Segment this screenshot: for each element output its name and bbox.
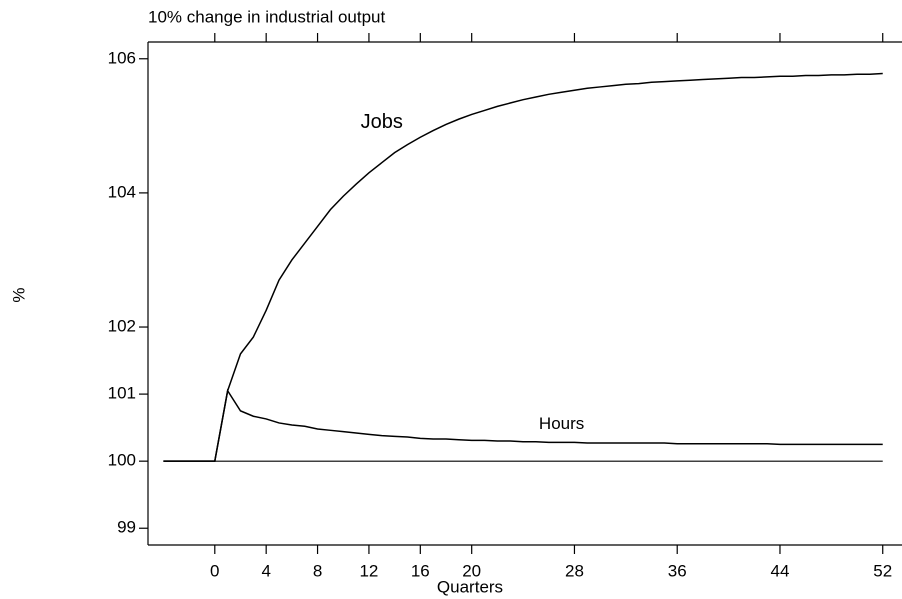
x-tick-label: 44: [771, 561, 790, 580]
series-line: [163, 72, 883, 462]
x-tick-label: 4: [261, 561, 270, 580]
x-tick-label: 20: [462, 561, 481, 580]
y-tick-label: 106: [108, 48, 136, 67]
x-axis-label: Quarters: [437, 577, 503, 596]
x-tick-label: 8: [313, 561, 322, 580]
x-tick-label: 36: [668, 561, 687, 580]
x-tick-label: 52: [873, 561, 892, 580]
x-tick-label: 28: [565, 561, 584, 580]
y-tick-label: 100: [108, 451, 136, 470]
series-label: Hours: [539, 414, 584, 433]
y-tick-label: 101: [108, 384, 136, 403]
chart-title: 10% change in industrial output: [148, 7, 385, 26]
x-tick-label: 12: [359, 561, 378, 580]
series-label: Jobs: [361, 111, 403, 133]
x-tick-label: 16: [411, 561, 430, 580]
y-tick-label: 104: [108, 182, 136, 201]
y-tick-label: 99: [117, 518, 136, 537]
y-tick-label: 102: [108, 317, 136, 336]
series-line: [163, 388, 883, 462]
x-tick-label: 0: [210, 561, 219, 580]
y-axis-label: %: [9, 287, 28, 302]
